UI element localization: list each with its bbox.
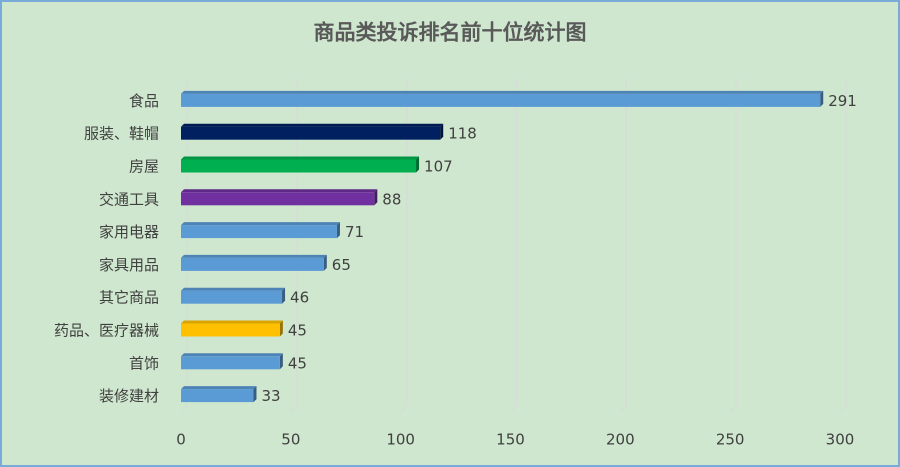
bar <box>181 192 375 206</box>
y-tick-label: 交通工具 <box>99 190 159 208</box>
bar-top <box>181 123 444 127</box>
bar <box>181 126 441 140</box>
grid-line <box>729 78 737 413</box>
bar <box>181 323 280 337</box>
bar-side <box>416 156 420 173</box>
bar-top <box>181 320 283 324</box>
y-tick-label: 药品、医疗器械 <box>54 322 159 340</box>
bar <box>181 356 280 370</box>
x-tick-label: 0 <box>176 431 186 449</box>
bar-side <box>820 90 824 107</box>
bar <box>181 93 821 107</box>
bar-side <box>374 189 378 206</box>
chart-title: 商品类投诉排名前十位统计图 <box>314 20 587 45</box>
y-tick-label: 首饰 <box>129 354 159 372</box>
x-tick-label: 150 <box>496 431 525 449</box>
bar-side <box>323 254 327 271</box>
x-tick-label: 200 <box>606 431 635 449</box>
bar-top <box>181 189 378 193</box>
y-tick-label: 食品 <box>129 92 159 110</box>
data-label: 118 <box>448 125 477 143</box>
bar-side <box>279 320 283 337</box>
grid-line <box>290 78 298 413</box>
y-tick-label: 装修建材 <box>99 387 159 405</box>
data-label: 291 <box>828 92 857 110</box>
bar <box>181 290 283 304</box>
bar-top <box>181 254 327 258</box>
bar-side <box>336 222 340 239</box>
bar-side <box>279 353 283 370</box>
x-tick-label: 300 <box>826 431 855 449</box>
bar-top <box>181 90 824 94</box>
bar <box>181 159 417 173</box>
bar-top <box>181 222 340 226</box>
data-label: 107 <box>424 158 453 176</box>
bar-side <box>282 287 286 304</box>
y-tick-label: 其它商品 <box>99 289 159 307</box>
data-label: 71 <box>345 223 364 241</box>
grid-line <box>839 78 847 413</box>
bar-top <box>181 156 420 160</box>
grid-line <box>510 78 517 413</box>
y-tick-label: 房屋 <box>129 158 159 176</box>
data-label: 88 <box>382 190 401 208</box>
bar-side <box>253 386 257 403</box>
bar-top <box>181 353 283 357</box>
y-tick-label: 服装、鞋帽 <box>84 125 159 143</box>
x-tick-label: 250 <box>716 431 745 449</box>
bar-side <box>440 123 444 140</box>
data-label: 46 <box>290 289 309 307</box>
grid-line <box>400 78 408 413</box>
grid-line <box>180 78 188 413</box>
y-tick-label: 家具用品 <box>99 256 159 274</box>
x-tick-label: 100 <box>386 431 415 449</box>
data-label: 45 <box>288 322 307 340</box>
data-label: 33 <box>261 387 280 405</box>
bar-top <box>181 386 257 390</box>
bar-top <box>181 287 286 291</box>
bar <box>181 257 324 271</box>
grid-line <box>619 78 627 413</box>
data-label: 45 <box>288 354 307 372</box>
y-tick-label: 家用电器 <box>99 223 159 241</box>
bar <box>181 389 254 403</box>
x-tick-label: 50 <box>281 431 300 449</box>
bar <box>181 225 337 239</box>
data-label: 65 <box>332 256 351 274</box>
